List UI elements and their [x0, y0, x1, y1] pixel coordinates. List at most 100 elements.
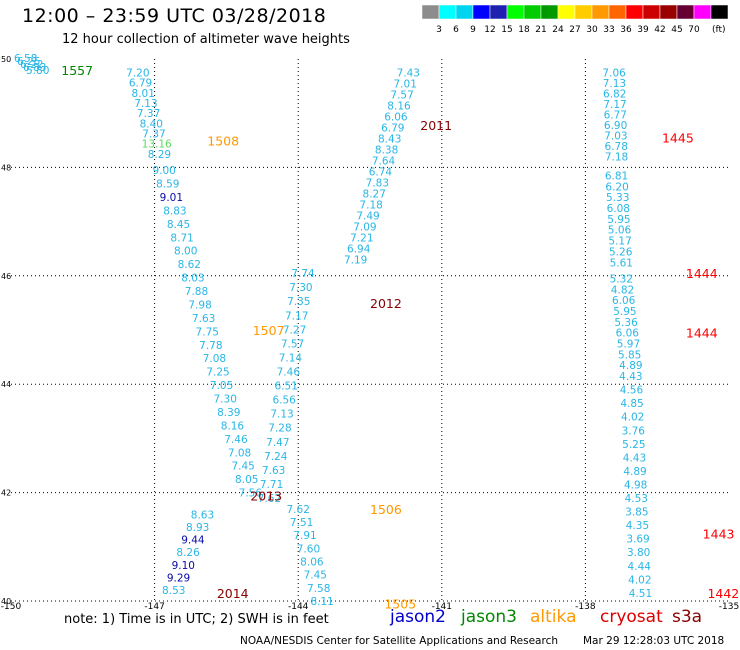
longitude-label: -144	[288, 602, 309, 612]
wave-height-value: 7.17	[603, 99, 626, 111]
wave-height-value: 13.16	[142, 139, 172, 151]
wave-height-value: 6.83	[23, 62, 46, 74]
wave-height-value: 4.53	[625, 493, 648, 505]
longitude-label: -150	[1, 602, 22, 612]
wave-height-value: 5.80	[26, 65, 49, 77]
wave-height-value: 8.00	[174, 246, 197, 258]
wave-height-value: 7.37	[142, 129, 165, 141]
wave-height-value: 7.74	[291, 268, 315, 280]
legend-entry: jason3	[461, 607, 517, 627]
color-scale-label: 27	[569, 25, 580, 35]
wave-height-value: 6.78	[605, 141, 628, 153]
wave-height-value: 7.43	[397, 68, 420, 80]
wave-height-value: 7.24	[264, 451, 288, 463]
wave-height-value: 7.30	[214, 394, 237, 406]
wave-height-value: 7.20	[126, 68, 149, 80]
wave-height-value: 8.93	[186, 522, 209, 534]
longitude-label: -141	[432, 602, 452, 612]
wave-height-value: 7.78	[199, 340, 222, 352]
wave-height-value: 4.89	[623, 466, 646, 478]
pass-time-tag: 2013	[250, 488, 282, 503]
wave-height-value: 6.90	[604, 120, 627, 132]
wave-height-value: 8.16	[221, 420, 245, 432]
pass-time-tag: 1444	[686, 266, 718, 281]
wave-height-value: 5.33	[606, 192, 629, 204]
wave-height-value: 6.06	[384, 112, 408, 124]
wave-height-value: 7.45	[304, 570, 327, 582]
wave-height-value: 6.94	[347, 244, 371, 256]
pass-time-tag: 1443	[703, 526, 735, 541]
wave-height-value: 8.11	[310, 596, 333, 608]
wave-height-value: 7.88	[185, 286, 208, 298]
wave-height-value: 9.00	[152, 165, 175, 177]
wave-height-value: 6.56	[272, 395, 296, 407]
wave-height-value: 7.13	[603, 78, 626, 90]
wave-height-value: 7.27	[283, 324, 306, 336]
wave-height-value: 7.51	[290, 517, 313, 529]
footnote: note: 1) Time is in UTC; 2) SWH is in fe…	[64, 612, 329, 627]
wave-height-value: 7.35	[287, 296, 310, 308]
color-scale-bar: 3 6 9 12 15 18 21 24 27 30 33 36 39 42 45 70 (ft)	[421, 4, 729, 35]
color-scale-label: 6	[453, 25, 459, 35]
wave-height-value: 7.03	[604, 131, 627, 143]
wave-height-value: 7.45	[231, 461, 254, 473]
wave-height-value: 6.82	[603, 89, 626, 101]
wave-height-value: 6.06	[612, 295, 636, 307]
wave-height-value: 9.01	[160, 192, 183, 204]
wave-height-value: 5.26	[609, 246, 633, 258]
wave-height-value: 8.39	[217, 407, 240, 419]
wave-height-value: 8.53	[162, 585, 185, 597]
wave-height-value: 4.89	[619, 360, 642, 372]
wave-height-value: 8.06	[300, 557, 324, 569]
wave-height-value: 8.63	[191, 509, 214, 521]
wave-height-value: 8.83	[163, 205, 186, 217]
wave-height-value: 7.71	[260, 479, 283, 491]
pass-time-tag: 1505	[384, 597, 416, 612]
color-scale-label: 12	[484, 25, 495, 35]
wave-height-value: 6.51	[275, 381, 298, 393]
wave-height-value: 7.30	[289, 282, 312, 294]
wave-height-value: 7.83	[366, 178, 389, 190]
color-scale-label: 24	[552, 25, 564, 35]
wave-height-value: 9.10	[172, 560, 195, 572]
wave-height-value: 4.85	[620, 398, 643, 410]
latitude-label: 40	[1, 597, 11, 606]
wave-height-value: 4.56	[620, 385, 644, 397]
color-scale-label: 9	[470, 25, 476, 35]
color-scale-label: 39	[637, 25, 649, 35]
wave-height-value: 7.47	[266, 437, 289, 449]
wave-height-value: 7.57	[390, 90, 413, 102]
wave-height-value: 7.25	[206, 367, 229, 379]
wave-height-value: 7.17	[285, 310, 308, 322]
longitude-label: -147	[144, 602, 164, 612]
wave-height-value: 7.63	[262, 465, 285, 477]
longitude-label: -135	[719, 602, 739, 612]
legend-entry: s3a	[672, 607, 703, 627]
pass-time-tag: 2012	[370, 296, 402, 311]
pass-time-tag: 2014	[217, 586, 249, 601]
wave-height-value: 6.74	[369, 167, 393, 179]
wave-height-value: 7.21	[350, 233, 373, 245]
wave-height-value: 6.77	[604, 110, 627, 122]
wave-height-value: 5.36	[614, 317, 638, 329]
pass-time-tag: 1444	[686, 326, 718, 341]
wave-height-value: 7.46	[224, 434, 248, 446]
legend-entry: cryosat	[600, 607, 663, 627]
wave-height-value: 5.85	[618, 349, 641, 361]
page-subtitle: 12 hour collection of altimeter wave hei…	[62, 32, 350, 47]
wave-height-value: 4.02	[621, 412, 644, 424]
wave-height-value: 7.13	[270, 409, 293, 421]
wave-height-value: 5.25	[622, 439, 645, 451]
color-scale-label: 15	[501, 25, 512, 35]
wave-height-value: 8.16	[387, 101, 411, 113]
wave-height-value: 7.18	[359, 200, 382, 212]
latitude-label: 42	[1, 489, 11, 498]
wave-height-value: 3.85	[625, 507, 648, 519]
longitude-label: -138	[575, 602, 596, 612]
wave-height-value: 7.62	[287, 504, 310, 516]
wave-height-value: 8.40	[140, 118, 163, 130]
wave-height-value: 8.26	[176, 547, 200, 559]
legend-entry: altika	[530, 607, 577, 627]
wave-height-value: 4.44	[628, 561, 652, 573]
